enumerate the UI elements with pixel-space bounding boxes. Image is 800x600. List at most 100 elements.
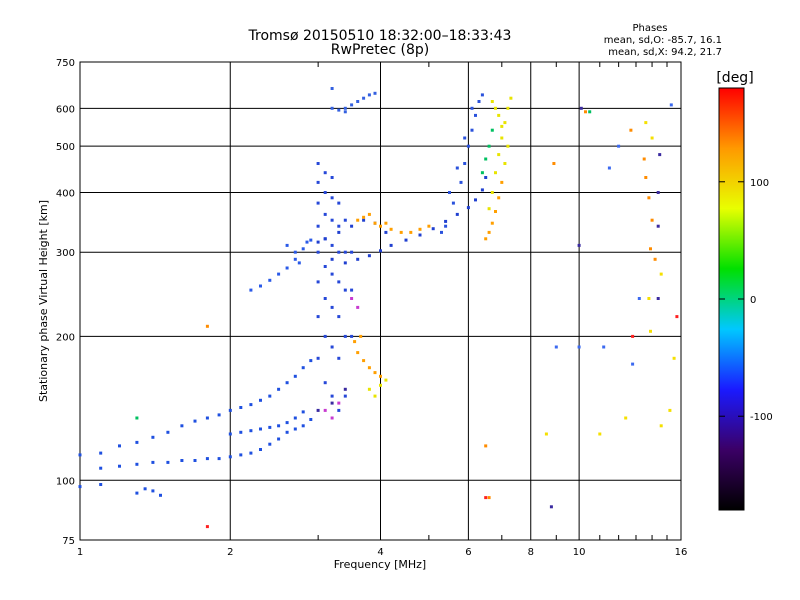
data-point xyxy=(277,437,281,441)
data-point xyxy=(350,297,354,300)
data-point xyxy=(78,485,82,489)
x-tick-label: 4 xyxy=(377,547,383,558)
data-point xyxy=(379,249,382,253)
data-point xyxy=(309,359,313,363)
data-point xyxy=(249,403,253,407)
data-point xyxy=(135,440,139,444)
data-point xyxy=(337,250,341,254)
data-point xyxy=(301,247,305,251)
data-point xyxy=(135,491,139,495)
data-point xyxy=(337,315,341,319)
data-point xyxy=(337,224,341,228)
data-point xyxy=(577,345,581,349)
data-point xyxy=(484,176,488,179)
data-point xyxy=(337,201,341,205)
data-point xyxy=(259,427,262,431)
data-point xyxy=(350,334,354,338)
y-tick-label: 750 xyxy=(56,58,75,69)
data-point xyxy=(480,188,484,192)
data-point xyxy=(367,254,371,258)
data-point xyxy=(337,108,341,112)
data-point xyxy=(78,453,82,457)
data-point xyxy=(367,387,371,391)
data-point xyxy=(316,162,320,165)
data-point xyxy=(99,451,103,455)
data-point xyxy=(373,221,377,225)
data-point xyxy=(617,144,621,148)
data-point xyxy=(118,444,121,448)
data-point xyxy=(249,288,253,292)
data-point xyxy=(330,401,334,405)
data-point xyxy=(99,483,103,486)
data-point xyxy=(487,144,491,148)
data-point xyxy=(330,305,334,309)
data-points xyxy=(78,87,679,529)
data-point xyxy=(656,297,660,300)
data-point xyxy=(379,383,382,387)
colorbar-tick-label: -100 xyxy=(750,412,773,423)
colorbar-ticks: 100 0 -100 xyxy=(719,178,773,423)
data-point xyxy=(337,356,341,360)
y-tick-label: 300 xyxy=(56,248,75,259)
data-point xyxy=(337,230,341,234)
stats-line-o: mean, sd,O: -85.7, 16.1 xyxy=(604,35,722,46)
data-point xyxy=(180,424,184,428)
stats-line-x: mean, sd,X: 94.2, 21.7 xyxy=(608,47,722,58)
data-point xyxy=(379,374,382,378)
data-point xyxy=(301,410,305,414)
y-tick-label: 100 xyxy=(56,476,75,487)
data-point xyxy=(249,451,253,455)
data-point xyxy=(669,103,673,107)
data-point xyxy=(268,278,272,282)
data-point xyxy=(494,106,497,110)
data-point xyxy=(650,218,654,222)
data-point xyxy=(607,166,611,170)
data-point xyxy=(350,103,354,107)
stats-heading: Phases xyxy=(632,23,667,34)
data-point xyxy=(285,430,289,434)
chart-title: Tromsø 20150510 18:32:00–18:33:43 xyxy=(248,28,512,44)
data-point xyxy=(323,265,327,268)
data-point xyxy=(350,224,354,228)
data-point xyxy=(631,362,635,366)
data-point xyxy=(330,394,334,398)
data-point xyxy=(474,198,477,202)
data-point xyxy=(484,237,488,241)
data-point xyxy=(323,408,327,412)
data-point xyxy=(497,196,501,200)
data-point xyxy=(239,453,243,457)
data-point xyxy=(330,243,334,247)
y-tick-labels: 75 100 200 300 400 500 600 750 xyxy=(56,58,75,547)
data-point xyxy=(500,180,504,184)
data-point xyxy=(399,230,403,234)
data-point xyxy=(193,419,197,423)
data-point xyxy=(343,106,347,110)
data-point xyxy=(356,305,360,309)
data-point xyxy=(642,157,646,161)
x-tick-label: 1 xyxy=(77,547,83,558)
data-point xyxy=(323,171,327,175)
data-point xyxy=(359,334,363,338)
data-point xyxy=(259,398,262,402)
data-point xyxy=(180,459,184,462)
data-point xyxy=(193,459,197,462)
data-point xyxy=(404,238,408,242)
data-point xyxy=(470,128,474,132)
data-point xyxy=(672,356,676,360)
data-point xyxy=(480,171,484,175)
data-point xyxy=(249,429,253,433)
data-point xyxy=(316,408,320,412)
data-point xyxy=(135,416,139,420)
data-point xyxy=(293,250,297,254)
data-point xyxy=(323,334,327,338)
data-point xyxy=(293,416,297,420)
data-point xyxy=(637,297,641,300)
data-point xyxy=(316,356,320,360)
data-point xyxy=(474,113,477,117)
data-point xyxy=(362,359,366,363)
data-point xyxy=(239,406,243,409)
data-point xyxy=(277,272,281,276)
data-point xyxy=(509,96,513,100)
data-point xyxy=(362,218,366,222)
data-point xyxy=(487,207,491,211)
